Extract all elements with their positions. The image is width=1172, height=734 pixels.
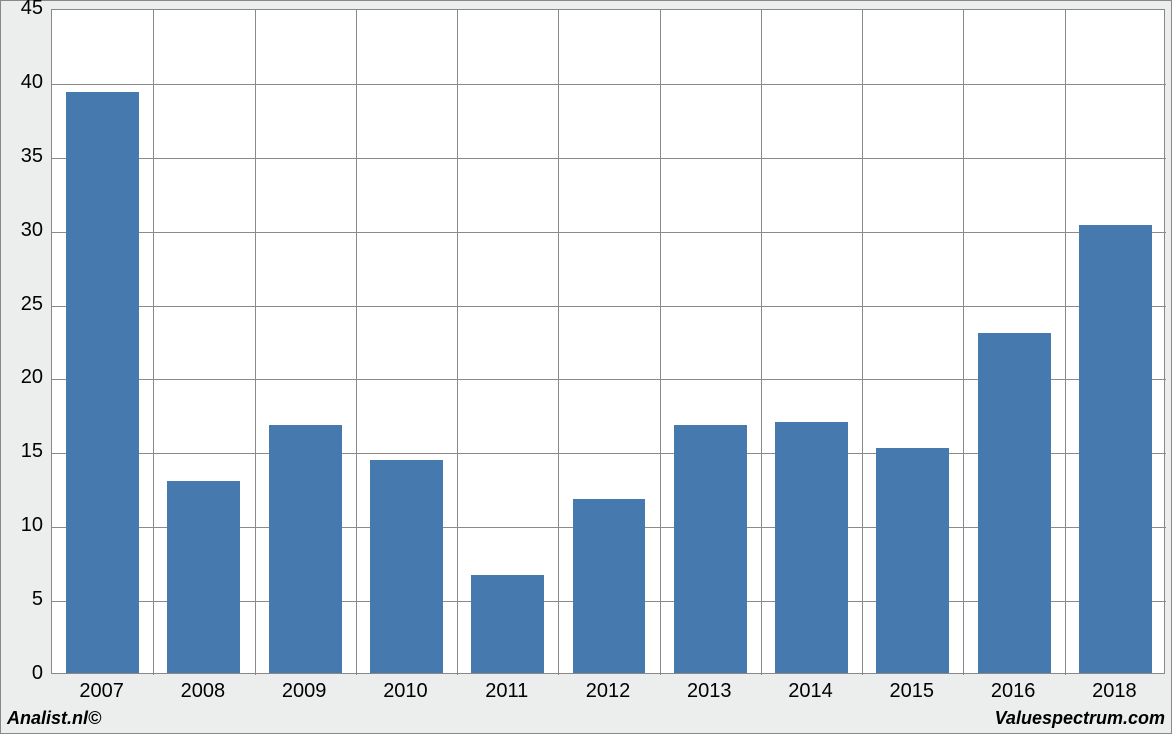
bar — [471, 575, 544, 673]
ytick-label: 5 — [1, 588, 43, 611]
bar — [573, 499, 646, 673]
ytick-label: 10 — [1, 514, 43, 537]
xtick-label: 2011 — [456, 680, 557, 703]
gridline-h — [52, 158, 1166, 159]
gridline-v — [255, 10, 256, 675]
footer-right-credit: Valuespectrum.com — [995, 708, 1165, 729]
gridline-v — [558, 10, 559, 675]
plot-area — [51, 9, 1165, 674]
ytick-label: 30 — [1, 219, 43, 242]
chart-container: 051015202530354045 200720082009201020112… — [0, 0, 1172, 734]
gridline-v — [153, 10, 154, 675]
xtick-label: 2007 — [51, 680, 152, 703]
gridline-h — [52, 232, 1166, 233]
ytick-label: 15 — [1, 440, 43, 463]
gridline-v — [963, 10, 964, 675]
xtick-label: 2012 — [557, 680, 658, 703]
gridline-v — [356, 10, 357, 675]
ytick-label: 35 — [1, 145, 43, 168]
bar — [269, 425, 342, 673]
footer-left-credit: Analist.nl© — [7, 708, 101, 729]
bar — [775, 422, 848, 673]
xtick-label: 2013 — [659, 680, 760, 703]
xtick-label: 2014 — [760, 680, 861, 703]
ytick-label: 20 — [1, 366, 43, 389]
gridline-h — [52, 306, 1166, 307]
ytick-label: 0 — [1, 662, 43, 685]
ytick-label: 45 — [1, 0, 43, 20]
bar — [978, 333, 1051, 673]
xtick-label: 2016 — [962, 680, 1063, 703]
gridline-v — [457, 10, 458, 675]
bar — [370, 460, 443, 673]
xtick-label: 2015 — [861, 680, 962, 703]
ytick-label: 25 — [1, 293, 43, 316]
xtick-label: 2018 — [1064, 680, 1165, 703]
xtick-label: 2010 — [355, 680, 456, 703]
gridline-v — [660, 10, 661, 675]
bar — [674, 425, 747, 673]
bar — [876, 448, 949, 673]
gridline-v — [761, 10, 762, 675]
bar — [1079, 225, 1152, 673]
bar — [66, 92, 139, 673]
bar — [167, 481, 240, 673]
gridline-h — [52, 84, 1166, 85]
gridline-v — [862, 10, 863, 675]
xtick-label: 2009 — [254, 680, 355, 703]
xtick-label: 2008 — [152, 680, 253, 703]
gridline-v — [1065, 10, 1066, 675]
ytick-label: 40 — [1, 71, 43, 94]
